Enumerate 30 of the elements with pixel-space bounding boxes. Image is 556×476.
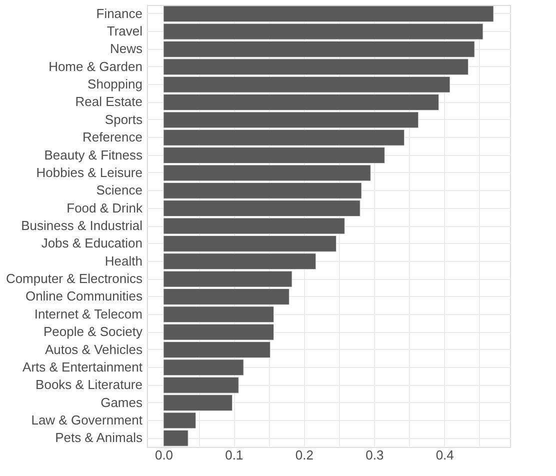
- y-tick-label: News: [110, 41, 143, 56]
- y-tick-label: Real Estate: [75, 94, 142, 110]
- y-tick-label: Jobs & Education: [41, 236, 142, 251]
- y-tick-label: Home & Garden: [48, 58, 142, 74]
- y-tick-label: Travel: [106, 24, 143, 39]
- y-tick-label: Science: [96, 182, 142, 198]
- x-tick-label: 0.1: [225, 448, 244, 462]
- x-tick-label: 0.4: [436, 448, 454, 462]
- y-tick-label: Books & Literature: [36, 377, 142, 392]
- y-tick-label: Finance: [96, 6, 142, 21]
- y-tick-label: Shopping: [88, 76, 142, 92]
- y-tick-label: Reference: [82, 130, 142, 145]
- y-tick-label: Arts & Entertainment: [22, 359, 143, 374]
- y-tick-label: Pets & Animals: [55, 430, 143, 446]
- y-tick-label: Food & Drink: [66, 200, 143, 216]
- y-tick-label: Computer & Electronics: [6, 271, 143, 286]
- y-tick-label: Health: [104, 253, 142, 268]
- y-tick-label: Law & Government: [31, 412, 143, 428]
- x-tick-label: 0.3: [366, 448, 384, 462]
- y-tick-label: Business & Industrial: [21, 218, 143, 233]
- y-tick-label: People & Society: [43, 324, 143, 340]
- y-tick-label: Internet & Telecom: [34, 306, 142, 322]
- y-tick-label: Beauty & Fitness: [44, 147, 143, 162]
- x-tick-label: 0.0: [154, 448, 174, 462]
- y-tick-label: Online Communities: [25, 288, 143, 304]
- y-tick-label: Sports: [104, 112, 143, 127]
- y-tick-label: Autos & Vehicles: [44, 342, 143, 357]
- y-tick-label: Hobbies & Leisure: [36, 164, 142, 180]
- x-tick-label: 0.2: [295, 448, 314, 462]
- y-tick-label: Games: [100, 394, 143, 410]
